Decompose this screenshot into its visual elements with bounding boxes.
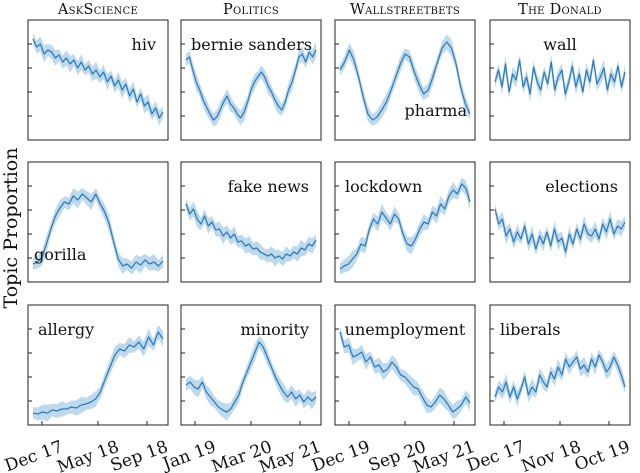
- panel-wallstreetbets-unemployment: unemployment: [334, 304, 476, 426]
- panel-politics-bernie-sanders: bernie sanders: [180, 19, 322, 141]
- panel-frame: [27, 161, 169, 283]
- x-tick-label: Dec 17: [464, 437, 527, 473]
- confidence-band: [186, 335, 316, 421]
- panel-the-donald-elections: elections: [489, 161, 631, 283]
- series-line: [32, 331, 164, 415]
- topic-label-gorilla: gorilla: [34, 245, 87, 264]
- panel-politics-minority: minority: [180, 304, 322, 426]
- confidence-band: [340, 177, 470, 275]
- panel-frame: [334, 19, 476, 141]
- confidence-band: [186, 198, 316, 267]
- topic-label-elections: elections: [545, 177, 618, 196]
- topic-label-allergy: allergy: [38, 320, 94, 339]
- confidence-band: [33, 325, 163, 422]
- panel-frame: [489, 19, 631, 141]
- confidence-band: [340, 34, 470, 126]
- panel-frame: [180, 19, 322, 141]
- series-line: [339, 41, 471, 121]
- topic-label-hiv: hiv: [132, 35, 156, 54]
- topic-label-liberals: liberals: [500, 320, 560, 339]
- series-line: [494, 208, 626, 253]
- confidence-band: [495, 349, 625, 407]
- panel-politics-fake-news: fake news: [180, 161, 322, 283]
- topic-label-lockdown: lockdown: [345, 177, 422, 196]
- topic-label-wall: wall: [543, 35, 576, 54]
- confidence-band: [33, 33, 163, 126]
- panel-askscience-allergy: allergy: [27, 304, 169, 426]
- series-line: [185, 49, 317, 121]
- x-tick-label: Jan 19: [158, 437, 218, 473]
- series-line: [32, 193, 164, 269]
- panel-frame: [27, 19, 169, 141]
- column-title-wallstreetbets: Wallstreetbets: [350, 2, 460, 18]
- series-line: [339, 331, 471, 413]
- panel-wallstreetbets-lockdown: lockdown: [334, 161, 476, 283]
- series-line: [494, 59, 626, 95]
- panel-frame: [334, 161, 476, 283]
- confidence-band: [33, 187, 163, 275]
- topic-label-bernie-sanders: bernie sanders: [191, 35, 312, 54]
- series-line: [32, 38, 164, 119]
- confidence-band: [186, 41, 316, 127]
- series-line: [185, 203, 317, 260]
- confidence-band: [340, 326, 470, 419]
- confidence-band: [495, 203, 625, 259]
- series-line: [494, 354, 626, 400]
- x-tick-label: Oct 19: [572, 437, 633, 473]
- series-line: [339, 183, 471, 270]
- topic-label-pharma: pharma: [405, 101, 468, 120]
- topic-label-minority: minority: [241, 320, 309, 339]
- panel-wallstreetbets-pharma: pharma: [334, 19, 476, 141]
- column-title-the-donald: The Donald: [518, 2, 602, 18]
- panel-askscience-hiv: hiv: [27, 19, 169, 141]
- topic-label-unemployment: unemployment: [345, 320, 466, 339]
- panel-frame: [180, 161, 322, 283]
- column-title-askscience: AskScience: [57, 2, 138, 18]
- column-title-politics: Politics: [223, 2, 279, 18]
- panel-askscience-gorilla: gorilla: [27, 161, 169, 283]
- panel-the-donald-wall: wall: [489, 19, 631, 141]
- x-tick-label: Dec 17: [2, 437, 65, 473]
- topic-label-fake-news: fake news: [228, 177, 309, 196]
- series-line: [185, 341, 317, 413]
- y-axis-label: Topic Proportion: [0, 148, 22, 309]
- panel-the-donald-liberals: liberals: [489, 304, 631, 426]
- panel-frame: [489, 161, 631, 283]
